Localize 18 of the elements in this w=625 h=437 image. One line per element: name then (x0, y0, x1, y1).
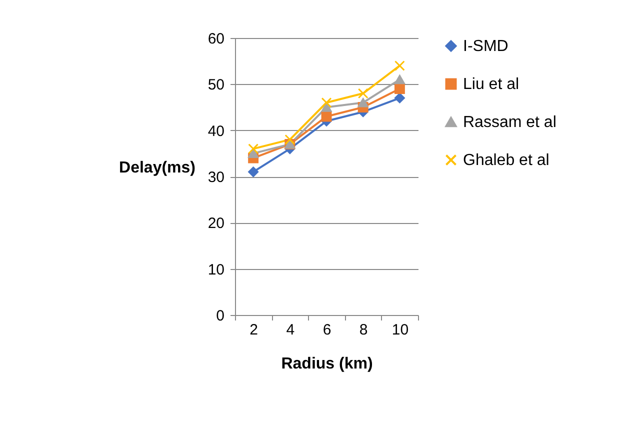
x-tick-label: 4 (286, 322, 295, 338)
y-axis-title: Delay(ms) (119, 160, 196, 176)
x-tick-label: 8 (359, 322, 368, 338)
y-tick-label: 10 (208, 261, 224, 278)
y-tick-label: 0 (216, 308, 224, 324)
y-tick-label: 20 (208, 215, 224, 232)
y-tick-label: 60 (208, 30, 224, 48)
x-axis-title: Radius (km) (281, 356, 373, 372)
legend-label: Liu et al (463, 76, 520, 93)
x-tick-label: 2 (250, 322, 258, 338)
x-tick-label: 10 (392, 322, 409, 338)
y-tick-label: 30 (208, 169, 224, 186)
legend-label: Ghaleb et al (463, 152, 550, 169)
x-tick-label: 6 (322, 322, 332, 338)
legend-label: I-SMD (463, 38, 508, 55)
y-tick-label: 50 (208, 76, 224, 94)
legend-label: Rassam et al (463, 114, 556, 131)
y-tick-label: 40 (208, 122, 224, 140)
